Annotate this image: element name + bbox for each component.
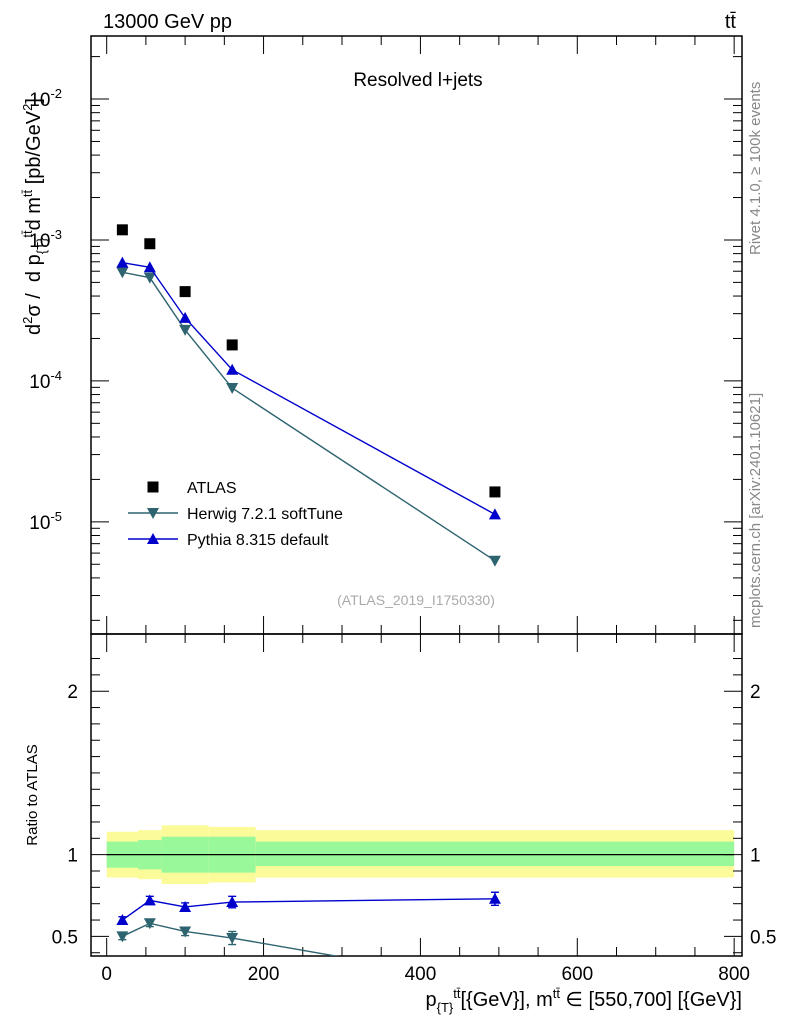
main-y-tick-label: 10-5 [29,509,62,534]
ratio-y-tick-label-right: 2 [750,682,761,703]
main-panel: Resolved l+jets (ATLAS_2019_I1750330) 10… [29,35,743,635]
data-point [226,363,239,375]
ratio-point [143,894,156,906]
data-point [488,555,501,567]
data-point [489,486,501,498]
data-point [488,508,501,520]
main-y-ticks: 10-2 10-3 10-4 10-5 [29,56,742,621]
data-point [116,256,129,268]
legend-label: Herwig 7.2.1 softTune [187,506,343,523]
data-point [144,238,156,250]
ratio-uncertainty-bands [106,825,735,885]
main-y-tick-label: 10-4 [29,368,62,393]
ratio-point [179,926,192,938]
rivet-version-label: Rivet 4.1.0, ≥ 100k events [747,82,764,255]
header-left: 13000 GeV pp [103,11,232,33]
legend-marker [147,533,159,544]
series-0 [116,224,501,498]
ratio-series-clipped [116,891,501,956]
ratio-point [179,900,192,912]
x-axis-label: p{T}tt̄[{GeV}], mtt̄ ∈ [550,700] [{GeV}] [426,986,742,1015]
plot-title: Resolved l+jets [353,70,482,91]
ratio-y-ticks: 0.5 0.5 1 1 2 2 [52,658,776,954]
main-y-axis-label: d2σ / d p{T}tt̄d mtt̄ [pb/GeV2] [20,98,49,335]
ratio-panel: 0.5 0.5 1 1 2 2 0 200 400 600 800 [52,36,776,985]
x-tick-label: 400 [405,964,437,985]
ratio-x-ticks: 0 200 400 600 800 [101,36,750,985]
data-point [116,267,129,279]
data-point [143,261,156,273]
header-right: tt̄ [725,11,737,33]
data-point [226,339,238,351]
x-tick-label: 800 [718,964,750,985]
x-tick-label: 0 [101,964,112,985]
main-series [116,224,501,567]
ratio-point [226,896,239,908]
ratio-point [116,931,129,943]
ratio-point [488,892,501,904]
legend: ATLAS Herwig 7.2.1 softTune Pythia 8.315 d… [128,480,343,549]
series-2 [116,256,501,520]
ratio-y-tick-label-right: 1 [750,846,761,867]
ratio-series-0 [116,918,340,956]
data-point [179,311,192,323]
data-point [143,272,156,284]
mcplots-label: mcplots.cern.ch [arXiv:2401.10621] [747,393,764,628]
x-tick-label: 600 [561,964,593,985]
ratio-point [226,933,239,945]
legend-label: Pythia 8.315 default [187,532,329,549]
ratio-y-tick-label: 0.5 [52,927,78,948]
ratio-series-1 [116,891,501,926]
main-y-tick-label: 10-2 [29,86,62,111]
ratio-y-tick-label-right: 0.5 [750,927,776,948]
main-y-tick-label: 10-3 [29,227,62,252]
ratio-y-tick-label: 2 [67,682,78,703]
series-1 [116,267,501,567]
data-point [179,286,191,298]
legend-label: ATLAS [187,480,237,497]
data-point [179,324,192,336]
data-point [116,224,128,236]
ratio-y-axis-label: Ratio to ATLAS [24,744,41,845]
x-tick-label: 200 [248,964,280,985]
ratio-line [122,922,340,956]
ratio-frame [90,633,743,957]
ratio-series [116,891,501,956]
ratio-y-tick-label: 1 [67,846,78,867]
legend-marker [147,508,159,519]
band-inner [255,841,735,867]
analysis-watermark: (ATLAS_2019_I1750330) [337,592,495,608]
legend-marker [147,481,159,493]
series-line [122,261,496,515]
ratio-line [121,898,495,921]
data-point [226,383,239,395]
ratio-point [143,918,156,930]
ratio-point [116,914,129,926]
